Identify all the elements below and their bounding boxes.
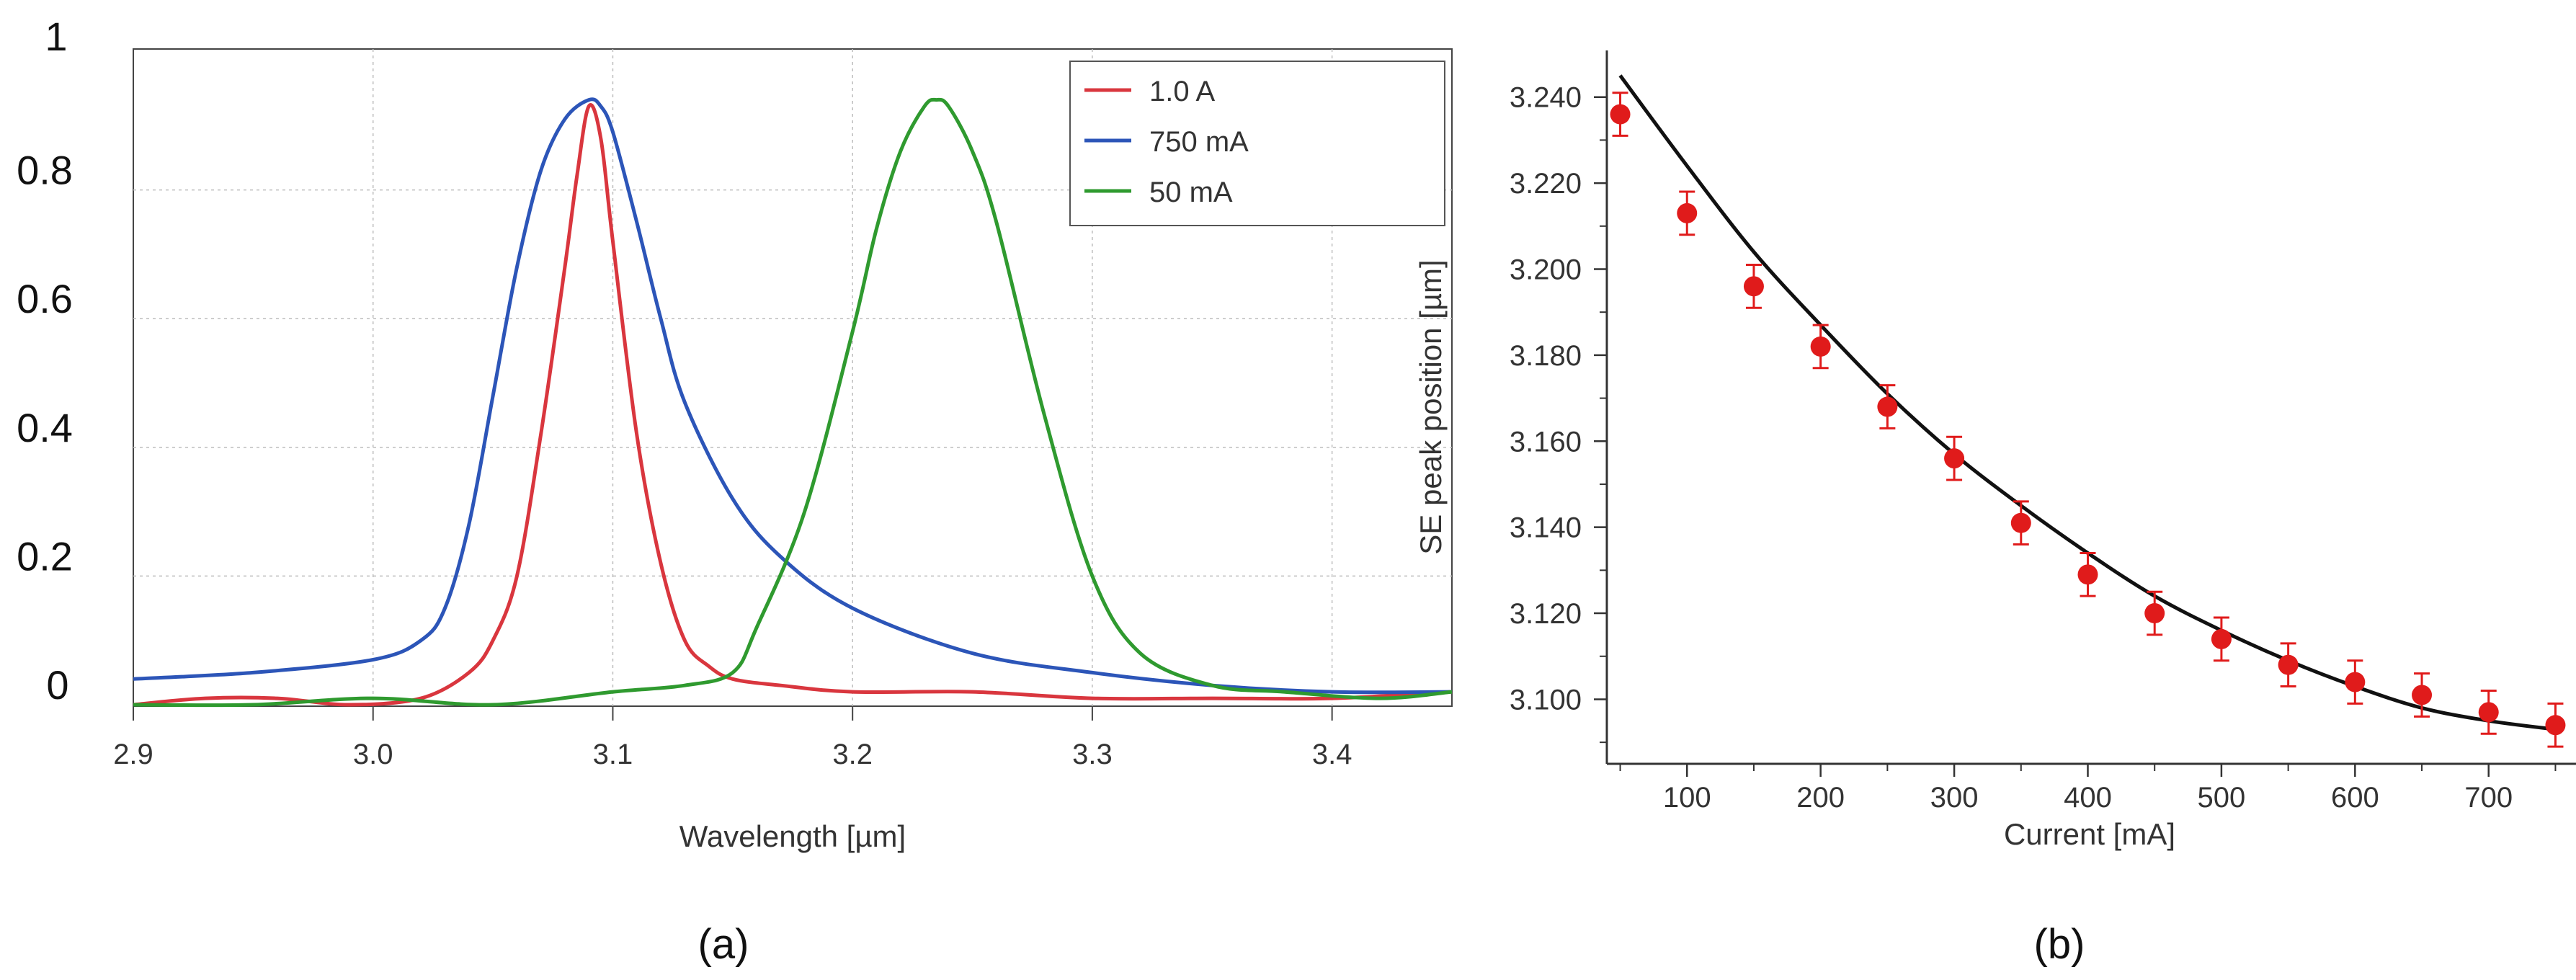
panel-a-x-tick-label: 3.1 <box>593 739 633 770</box>
panel-b-x-tick-label: 600 <box>2331 782 2379 814</box>
panel-b-x-ticks: 100 200 300 400 500 600 700 <box>1619 764 2557 814</box>
data-point <box>2478 690 2499 735</box>
panel-b-y-tick-label: 3.100 <box>1510 684 1582 716</box>
panel-a-x-tick-label: 2.9 <box>113 739 153 770</box>
data-point-marker <box>2545 715 2566 736</box>
panel-b-y-tick-label: 3.120 <box>1510 598 1582 630</box>
data-point-marker <box>1944 448 1965 469</box>
series-line-1-0-a <box>133 103 1453 707</box>
data-point <box>1944 435 1965 481</box>
panel-b-y-tick-label: 3.140 <box>1510 512 1582 544</box>
panel-b-y-tick-label: 3.220 <box>1510 168 1582 200</box>
panel-b-peak-position-chart: 100 200 300 400 500 600 700 3.1003.1203.1403.1… <box>1414 50 2576 968</box>
panel-a-y-tick-label: 0.6 <box>17 276 73 321</box>
panel-a-legend: 1.0 A 750 mA 50 mA <box>1069 61 1445 226</box>
panel-a-y-tick-label: 0 <box>46 662 68 708</box>
data-point <box>2077 551 2098 597</box>
data-point-marker <box>2412 685 2433 705</box>
data-point-marker <box>2211 628 2232 649</box>
data-point <box>2010 500 2031 546</box>
data-point <box>2211 616 2232 662</box>
panel-b-y-tick-label: 3.240 <box>1510 82 1582 114</box>
data-point-marker <box>1610 104 1631 125</box>
panel-b-x-tick-label: 200 <box>1796 782 1845 814</box>
panel-a-x-tick-label: 3.2 <box>832 739 873 770</box>
panel-a-x-tick-label: 3.4 <box>1312 739 1352 770</box>
data-point <box>2412 672 2433 718</box>
panel-b-y-tick-label: 3.200 <box>1510 254 1582 285</box>
panel-a-x-tick-label: 3.3 <box>1072 739 1113 770</box>
data-point-marker <box>2010 512 2031 533</box>
panel-a-spectra-chart: 2.9 3.0 3.1 3.2 3.3 3.4 0 0.2 0.4 0.6 0.8 1 Wavele… <box>17 14 1453 968</box>
data-point-marker <box>2345 672 2366 692</box>
data-point <box>1810 324 1831 370</box>
data-point <box>1677 190 1698 236</box>
panel-b-x-tick-label: 700 <box>2464 782 2513 814</box>
panel-b-x-axis-label: Current [mA] <box>2004 817 2175 851</box>
legend-label-1-0-a: 1.0 A <box>1149 76 1216 107</box>
data-point <box>2144 590 2165 636</box>
panel-a-x-axis-label: Wavelength [µm] <box>679 819 906 853</box>
legend-label-50-ma: 50 mA <box>1149 177 1233 208</box>
panel-b-y-ticks: 3.100 3.120 3.140 3.160 3.180 3.200 3.220 3.240 <box>1510 82 1607 744</box>
panel-b-y-tick-label: 3.180 <box>1510 340 1582 372</box>
panel-a-caption: (a) <box>698 921 749 968</box>
legend-label-750-ma: 750 mA <box>1149 126 1249 158</box>
data-point <box>2278 642 2299 688</box>
data-point-marker <box>1810 336 1831 357</box>
panel-a-y-tick-label: 0.8 <box>17 148 73 193</box>
panel-b-x-tick-label: 400 <box>2064 782 2112 814</box>
panel-b-fit-curve <box>1618 74 2556 731</box>
panel-b-y-tick-label: 3.160 <box>1510 426 1582 458</box>
panel-a-y-tick-label: 1 <box>45 14 67 59</box>
panel-b-x-tick-label: 500 <box>2198 782 2246 814</box>
data-point-marker <box>1743 276 1764 297</box>
panel-a-y-tick-label: 0.4 <box>17 405 73 450</box>
data-point <box>2545 702 2566 748</box>
panel-b-x-tick-label: 300 <box>1930 782 1979 814</box>
panel-b-y-axis-label: SE peak position [µm] <box>1414 259 1448 554</box>
panel-a-x-tick-label: 3.0 <box>353 739 393 770</box>
panel-a-y-ticks: 0 0.2 0.4 0.6 0.8 1 <box>17 14 73 708</box>
panel-b-data-points <box>1610 92 2566 748</box>
data-point <box>1877 384 1898 429</box>
data-point-marker <box>2478 702 2499 723</box>
data-point-marker <box>1877 396 1898 417</box>
panel-a-x-ticks: 2.9 3.0 3.1 3.2 3.3 3.4 <box>113 706 1352 770</box>
series-line-50-ma <box>133 97 1453 708</box>
data-point-marker <box>2077 564 2098 585</box>
panel-b-x-tick-label: 100 <box>1663 782 1711 814</box>
data-point-marker <box>2278 654 2299 675</box>
panel-b-caption: (b) <box>2034 921 2085 968</box>
data-point <box>2345 659 2366 705</box>
legend-box <box>1069 61 1445 226</box>
data-point <box>1610 92 1631 137</box>
panel-a-series-group <box>133 97 1453 708</box>
data-point-marker <box>1677 202 1698 223</box>
data-point-marker <box>2144 603 2165 624</box>
panel-a-y-tick-label: 0.2 <box>17 533 73 579</box>
data-point <box>1743 264 1764 309</box>
series-line-750-ma <box>133 97 1453 695</box>
